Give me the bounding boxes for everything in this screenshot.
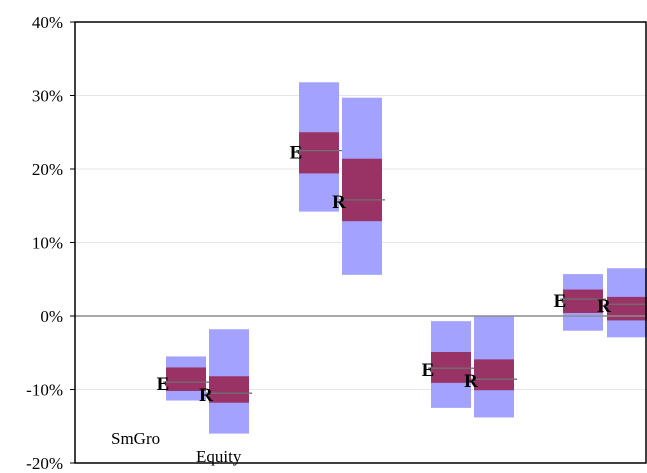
category-label: Equity — [196, 447, 242, 466]
y-tick-label: 20% — [32, 160, 63, 179]
marker-r: R — [199, 385, 213, 406]
y-tick-label: 0% — [40, 307, 63, 326]
marker-r: R — [464, 371, 478, 392]
marker-e: E — [422, 360, 435, 381]
inner-range-box — [209, 376, 249, 403]
marker-r: R — [597, 296, 611, 317]
inner-range-box — [299, 132, 339, 174]
y-tick-label: 10% — [32, 234, 63, 253]
marker-e: E — [157, 374, 170, 395]
category-label: SmGro — [111, 429, 160, 448]
inner-range-box — [342, 158, 382, 222]
marker-e: E — [554, 291, 567, 312]
inner-range-box — [166, 367, 206, 391]
inner-range-box — [431, 352, 471, 383]
inner-range-box — [474, 359, 514, 391]
y-tick-label: 30% — [32, 87, 63, 106]
y-tick-label: 40% — [32, 13, 63, 32]
inner-range-box — [607, 296, 647, 321]
marker-e: E — [290, 143, 303, 164]
y-tick-label: -10% — [26, 381, 63, 400]
marker-r: R — [332, 192, 346, 213]
inner-range-box — [563, 289, 603, 314]
y-tick-label: -20% — [26, 454, 63, 473]
